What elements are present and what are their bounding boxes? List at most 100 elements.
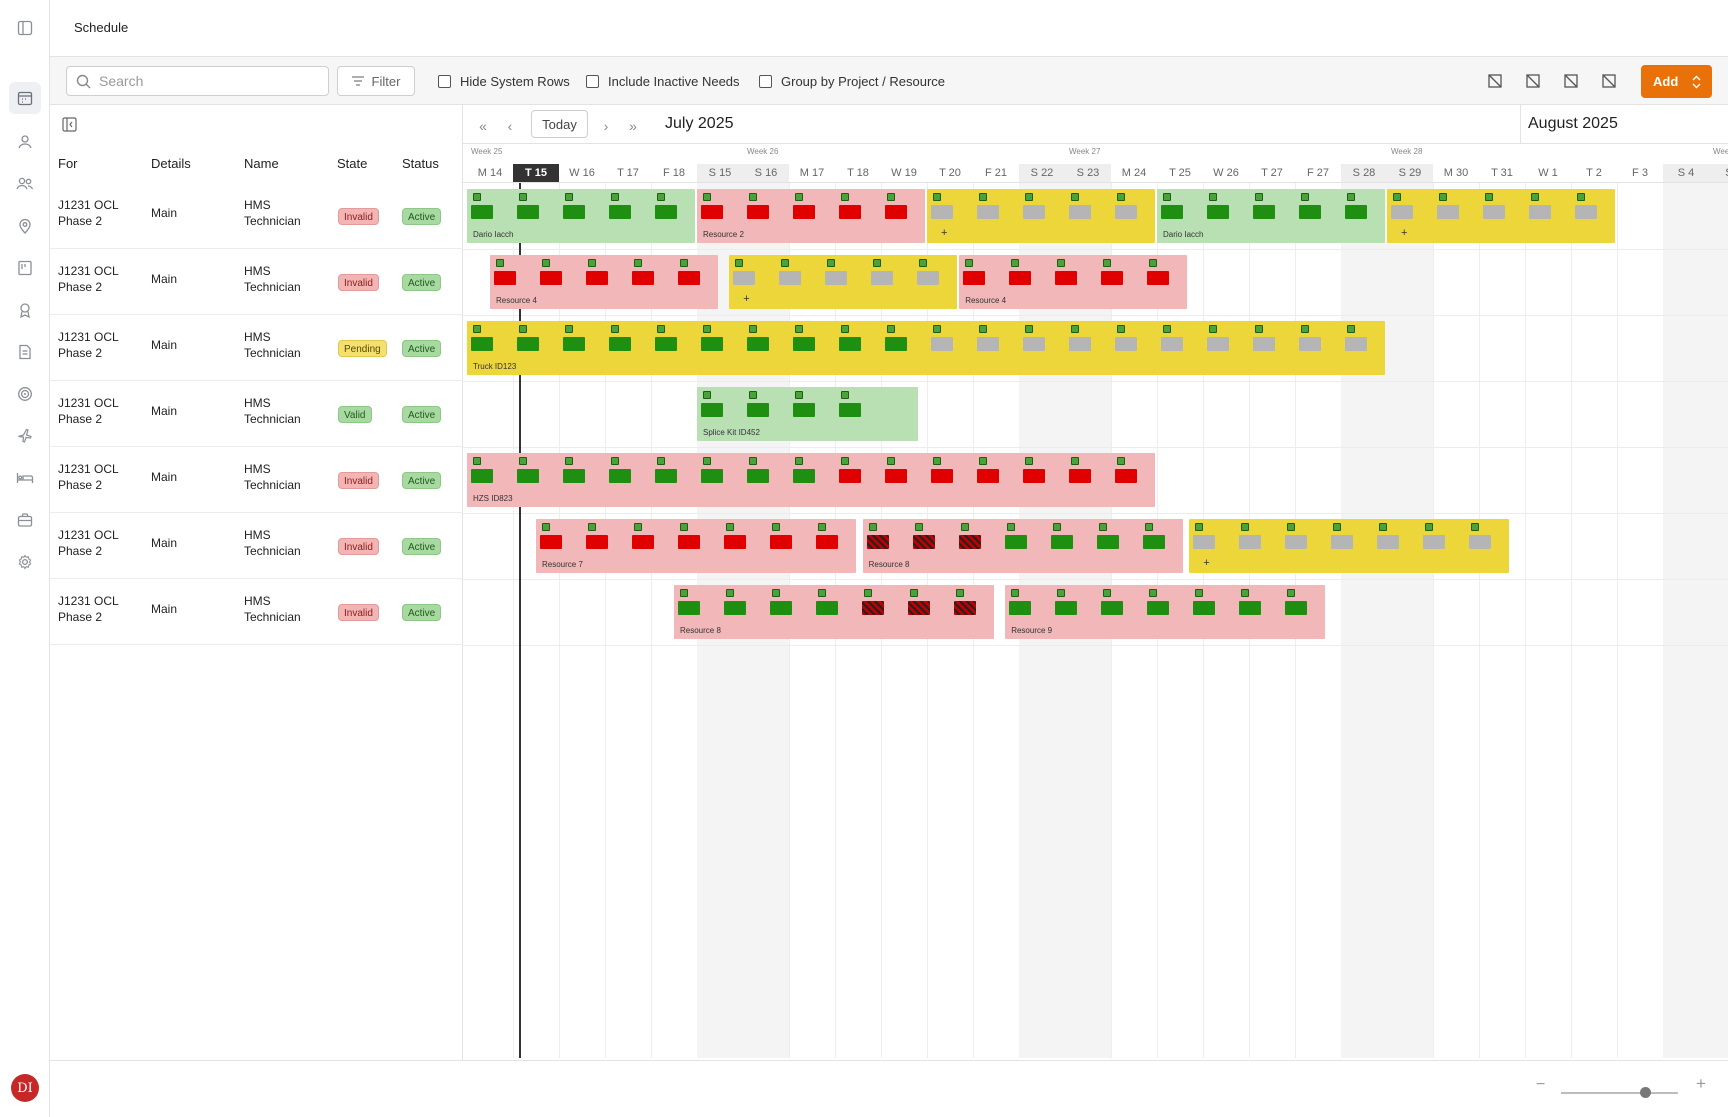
day-header[interactable]: T 2: [1586, 167, 1602, 179]
day-segment[interactable]: [977, 337, 999, 351]
day-segment[interactable]: [1483, 205, 1505, 219]
day-segment[interactable]: [1575, 205, 1597, 219]
day-segment[interactable]: [724, 535, 746, 549]
day-segment[interactable]: [1055, 601, 1078, 615]
column-header-state[interactable]: State: [337, 156, 368, 171]
day-segment[interactable]: [1331, 535, 1354, 549]
day-segment[interactable]: [1377, 535, 1400, 549]
sidebar-toggle-icon[interactable]: [13, 16, 37, 40]
settings-icon[interactable]: [13, 550, 37, 574]
day-header[interactable]: T 15: [513, 164, 559, 182]
hide-system-rows-checkbox[interactable]: Hide System Rows: [438, 74, 570, 89]
view-toggle-icon[interactable]: [1602, 74, 1616, 88]
day-header[interactable]: F 27: [1306, 167, 1329, 179]
day-segment[interactable]: [701, 469, 723, 483]
day-segment[interactable]: [931, 337, 953, 351]
add-button[interactable]: Add: [1641, 65, 1712, 98]
column-header-for[interactable]: For: [58, 156, 78, 171]
day-segment[interactable]: [908, 601, 930, 615]
day-segment[interactable]: [747, 205, 769, 219]
search-input[interactable]: [99, 70, 319, 92]
double-chevron-left-icon[interactable]: «: [479, 118, 487, 134]
day-segment[interactable]: [793, 403, 815, 417]
plane-icon[interactable]: [13, 424, 37, 448]
group-by-checkbox[interactable]: Group by Project / Resource: [759, 74, 945, 89]
day-segment[interactable]: [655, 205, 677, 219]
resource-icon[interactable]: [13, 130, 37, 154]
day-segment[interactable]: [1207, 205, 1229, 219]
day-segment[interactable]: [747, 403, 769, 417]
day-segment[interactable]: [632, 271, 654, 285]
day-segment[interactable]: [1050, 535, 1073, 549]
day-segment[interactable]: [563, 337, 585, 351]
day-header[interactable]: T 27: [1261, 167, 1283, 179]
day-segment[interactable]: [678, 535, 700, 549]
table-row[interactable]: J1231 OCL Phase 2 Main HMS Technician Invalid…: [50, 183, 463, 249]
day-segment[interactable]: [1345, 337, 1367, 351]
day-segment[interactable]: [1115, 337, 1137, 351]
day-segment[interactable]: [471, 337, 493, 351]
day-segment[interactable]: [563, 205, 585, 219]
day-segment[interactable]: [1004, 535, 1027, 549]
day-segment[interactable]: [701, 337, 723, 351]
day-segment[interactable]: [1161, 337, 1183, 351]
day-segment[interactable]: [1009, 601, 1032, 615]
day-segment[interactable]: [517, 205, 539, 219]
day-segment[interactable]: [517, 337, 539, 351]
day-segment[interactable]: [724, 601, 746, 615]
day-header[interactable]: W 19: [891, 167, 917, 179]
day-header[interactable]: M 30: [1443, 167, 1469, 179]
day-header[interactable]: S 16: [743, 164, 789, 182]
day-header[interactable]: S 29: [1387, 164, 1433, 182]
assignment-bar[interactable]: Resource 7: [536, 519, 856, 573]
day-segment[interactable]: [1207, 337, 1229, 351]
day-segment[interactable]: [816, 601, 838, 615]
avatar[interactable]: DI: [11, 1074, 39, 1102]
day-segment[interactable]: [1437, 205, 1459, 219]
today-button[interactable]: Today: [531, 110, 588, 138]
day-header[interactable]: W 16: [569, 167, 595, 179]
people-icon[interactable]: [13, 172, 37, 196]
day-segment[interactable]: [1193, 535, 1216, 549]
day-segment[interactable]: [770, 601, 792, 615]
filter-button[interactable]: Filter: [337, 66, 415, 96]
day-segment[interactable]: [655, 469, 677, 483]
day-segment[interactable]: [1391, 205, 1413, 219]
day-header[interactable]: S 15: [697, 164, 743, 182]
day-segment[interactable]: [1009, 271, 1032, 285]
assignment-bar[interactable]: Resource 8: [674, 585, 994, 639]
assignment-bar[interactable]: Resource 2: [697, 189, 925, 243]
day-segment[interactable]: [1193, 601, 1216, 615]
day-header[interactable]: M 14: [477, 167, 503, 179]
day-segment[interactable]: [1423, 535, 1446, 549]
table-row[interactable]: J1231 OCL Phase 2 Main HMS Technician Valid Ac…: [50, 381, 463, 447]
day-header[interactable]: T 20: [939, 167, 961, 179]
day-segment[interactable]: [1253, 337, 1275, 351]
assignment-bar[interactable]: +: [927, 189, 1155, 243]
day-header[interactable]: F 3: [1632, 167, 1648, 179]
day-segment[interactable]: [494, 271, 516, 285]
table-row[interactable]: J1231 OCL Phase 2 Main HMS Technician Invalid…: [50, 249, 463, 315]
day-segment[interactable]: [839, 337, 861, 351]
day-header[interactable]: S 28: [1341, 164, 1387, 182]
day-segment[interactable]: [678, 601, 700, 615]
table-row[interactable]: J1231 OCL Phase 2 Main HMS Technician Invalid…: [50, 513, 463, 579]
column-header-status[interactable]: Status: [402, 156, 439, 171]
checkbox-box[interactable]: [586, 75, 599, 88]
day-segment[interactable]: [839, 205, 861, 219]
column-header-name[interactable]: Name: [244, 156, 279, 171]
day-segment[interactable]: [678, 271, 700, 285]
day-segment[interactable]: [517, 469, 539, 483]
day-header[interactable]: T 31: [1491, 167, 1513, 179]
day-segment[interactable]: [963, 271, 986, 285]
view-toggle-icon[interactable]: [1564, 74, 1578, 88]
assignment-bar[interactable]: Dario Iacch: [1157, 189, 1385, 243]
day-segment[interactable]: [586, 271, 608, 285]
day-segment[interactable]: [871, 271, 894, 285]
assignment-bar[interactable]: Splice Kit ID452: [697, 387, 919, 441]
day-segment[interactable]: [825, 271, 848, 285]
assignment-bar[interactable]: HZS ID823: [467, 453, 1155, 507]
zoom-out-icon[interactable]: −: [1536, 1076, 1546, 1093]
day-segment[interactable]: [977, 469, 999, 483]
search-box[interactable]: [66, 66, 329, 96]
